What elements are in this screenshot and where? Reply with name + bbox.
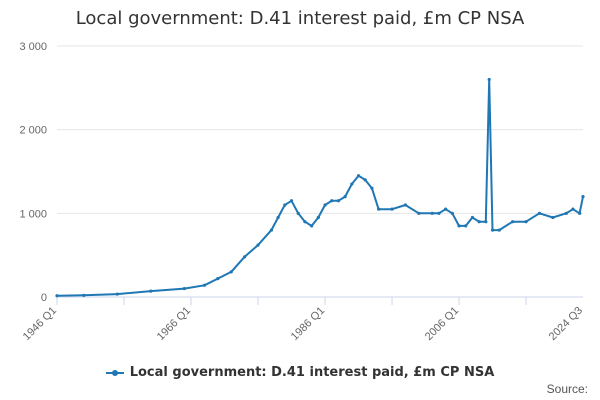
data-point xyxy=(310,224,314,228)
data-point xyxy=(581,195,585,199)
data-point xyxy=(464,224,468,228)
data-point xyxy=(450,211,454,215)
data-point xyxy=(182,287,186,291)
data-point xyxy=(323,203,327,207)
data-point xyxy=(115,292,119,296)
x-tick-label: 1966 Q1 xyxy=(155,305,193,343)
data-point xyxy=(243,255,247,259)
data-point xyxy=(303,220,307,224)
data-point xyxy=(537,211,542,215)
data-point xyxy=(370,186,374,190)
data-point xyxy=(256,243,260,247)
data-point xyxy=(316,215,320,220)
data-point xyxy=(511,220,515,224)
data-point xyxy=(497,228,501,232)
x-tick-label: 1946 Q1 xyxy=(21,305,59,343)
data-point xyxy=(343,195,347,199)
y-tick-label: 1 000 xyxy=(19,208,47,220)
data-point xyxy=(578,211,582,215)
data-point xyxy=(269,228,274,232)
data-point xyxy=(82,293,86,297)
grid-lines xyxy=(57,45,583,214)
x-axis-ticks: 1946 Q1 1966 Q1 1986 Q1 2006 Q1 2024 Q3 xyxy=(21,297,585,343)
y-tick-label: 0 xyxy=(41,292,47,304)
legend-item[interactable]: Local government: D.41 interest paid, £m… xyxy=(105,365,495,380)
data-point xyxy=(296,211,300,215)
data-point xyxy=(283,203,287,207)
data-point xyxy=(437,211,441,215)
data-point xyxy=(484,220,488,224)
data-point xyxy=(336,199,341,203)
y-tick-label: 3 000 xyxy=(19,41,47,53)
chart-title: Local government: D.41 interest paid, £m… xyxy=(75,8,525,29)
data-point xyxy=(330,199,334,203)
data-point xyxy=(430,211,434,215)
data-point xyxy=(289,199,294,203)
data-point xyxy=(363,178,367,182)
data-point xyxy=(444,207,448,211)
y-tick-label: 2 000 xyxy=(19,125,47,137)
data-point xyxy=(524,220,528,224)
data-point xyxy=(55,294,59,298)
y-axis-ticks: 0 1 000 2 000 3 000 xyxy=(19,41,47,304)
legend: Local government: D.41 interest paid, £m… xyxy=(0,365,600,382)
source-label: Source: xyxy=(546,382,588,396)
data-point xyxy=(551,215,555,220)
series-layer xyxy=(55,77,585,298)
data-point xyxy=(477,220,481,224)
data-point xyxy=(356,174,361,178)
data-point xyxy=(390,207,394,211)
data-point xyxy=(377,207,381,211)
series-line xyxy=(56,78,584,297)
legend-label: Local government: D.41 interest paid, £m… xyxy=(129,365,495,380)
data-point xyxy=(487,77,491,82)
data-point xyxy=(457,224,461,228)
x-tick-label: 2006 Q1 xyxy=(423,305,461,343)
data-point xyxy=(216,276,220,281)
data-point xyxy=(202,283,207,287)
data-point xyxy=(490,228,495,232)
x-tick-label: 2024 Q3 xyxy=(547,305,585,343)
data-point xyxy=(350,182,354,186)
data-point xyxy=(417,211,421,215)
data-point xyxy=(149,289,153,293)
data-point xyxy=(403,203,408,207)
legend-swatch-icon xyxy=(105,368,124,378)
data-point xyxy=(564,211,568,215)
data-point xyxy=(470,215,475,220)
x-tick-label: 1986 Q1 xyxy=(289,305,327,343)
data-point xyxy=(571,207,575,211)
data-point xyxy=(276,215,280,220)
data-point xyxy=(229,270,233,274)
